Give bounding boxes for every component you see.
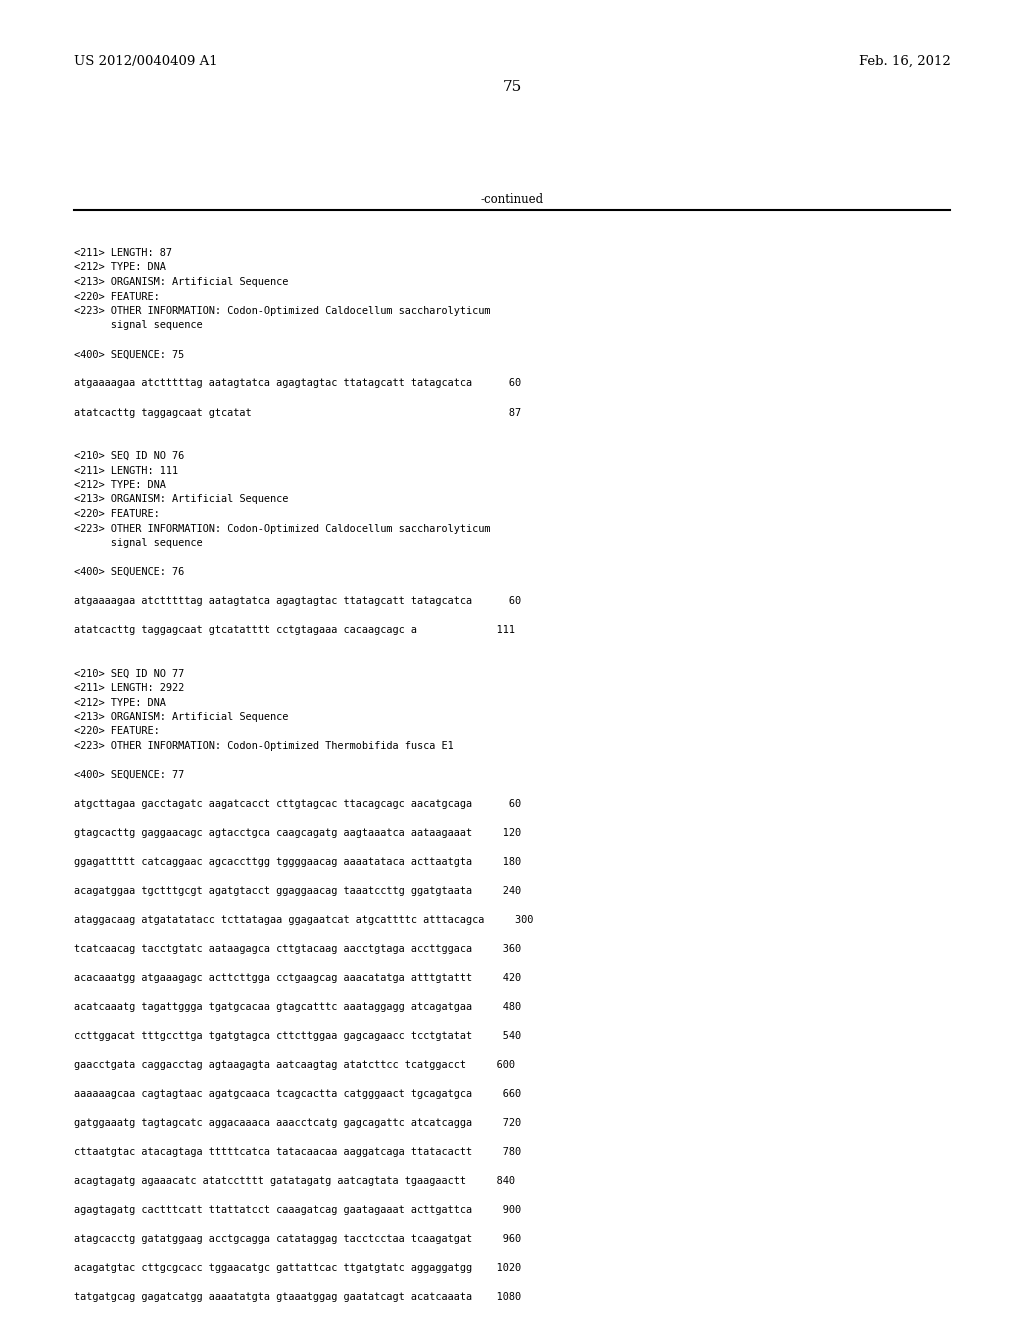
Text: <212> TYPE: DNA: <212> TYPE: DNA — [74, 697, 166, 708]
Text: signal sequence: signal sequence — [74, 321, 203, 330]
Text: <220> FEATURE:: <220> FEATURE: — [74, 292, 160, 301]
Text: <400> SEQUENCE: 75: <400> SEQUENCE: 75 — [74, 350, 184, 359]
Text: atatcacttg taggagcaat gtcatatttt cctgtagaaa cacaagcagc a             111: atatcacttg taggagcaat gtcatatttt cctgtag… — [74, 624, 515, 635]
Text: ccttggacat tttgccttga tgatgtagca cttcttggaa gagcagaacc tcctgtatat     540: ccttggacat tttgccttga tgatgtagca cttcttg… — [74, 1031, 521, 1041]
Text: <223> OTHER INFORMATION: Codon-Optimized Caldocellum saccharolyticum: <223> OTHER INFORMATION: Codon-Optimized… — [74, 524, 490, 533]
Text: gaacctgata caggacctag agtaagagta aatcaagtag atatcttcc tcatggacct     600: gaacctgata caggacctag agtaagagta aatcaag… — [74, 1060, 515, 1071]
Text: acagatgtac cttgcgcacc tggaacatgc gattattcac ttgatgtatc aggaggatgg    1020: acagatgtac cttgcgcacc tggaacatgc gattatt… — [74, 1263, 521, 1272]
Text: <211> LENGTH: 2922: <211> LENGTH: 2922 — [74, 682, 184, 693]
Text: <210> SEQ ID NO 76: <210> SEQ ID NO 76 — [74, 451, 184, 461]
Text: <212> TYPE: DNA: <212> TYPE: DNA — [74, 263, 166, 272]
Text: <211> LENGTH: 87: <211> LENGTH: 87 — [74, 248, 172, 257]
Text: aaaaaagcaa cagtagtaac agatgcaaca tcagcactta catgggaact tgcagatgca     660: aaaaaagcaa cagtagtaac agatgcaaca tcagcac… — [74, 1089, 521, 1100]
Text: <223> OTHER INFORMATION: Codon-Optimized Thermobifida fusca E1: <223> OTHER INFORMATION: Codon-Optimized… — [74, 741, 454, 751]
Text: <213> ORGANISM: Artificial Sequence: <213> ORGANISM: Artificial Sequence — [74, 277, 288, 286]
Text: atagcacctg gatatggaag acctgcagga catataggag tacctcctaa tcaagatgat     960: atagcacctg gatatggaag acctgcagga catatag… — [74, 1234, 521, 1243]
Text: Feb. 16, 2012: Feb. 16, 2012 — [858, 55, 950, 69]
Text: -continued: -continued — [480, 193, 544, 206]
Text: <211> LENGTH: 111: <211> LENGTH: 111 — [74, 466, 178, 475]
Text: atgaaaagaa atctttttag aatagtatca agagtagtac ttatagcatt tatagcatca      60: atgaaaagaa atctttttag aatagtatca agagtag… — [74, 379, 521, 388]
Text: <213> ORGANISM: Artificial Sequence: <213> ORGANISM: Artificial Sequence — [74, 495, 288, 504]
Text: gatggaaatg tagtagcatc aggacaaaca aaacctcatg gagcagattc atcatcagga     720: gatggaaatg tagtagcatc aggacaaaca aaacctc… — [74, 1118, 521, 1129]
Text: signal sequence: signal sequence — [74, 539, 203, 548]
Text: acagtagatg agaaacatc atatcctttt gatatagatg aatcagtata tgaagaactt     840: acagtagatg agaaacatc atatcctttt gatataga… — [74, 1176, 515, 1185]
Text: atatcacttg taggagcaat gtcatat                                          87: atatcacttg taggagcaat gtcatat 87 — [74, 408, 521, 417]
Text: <223> OTHER INFORMATION: Codon-Optimized Caldocellum saccharolyticum: <223> OTHER INFORMATION: Codon-Optimized… — [74, 306, 490, 315]
Text: gtagcacttg gaggaacagc agtacctgca caagcagatg aagtaaatca aataagaaat     120: gtagcacttg gaggaacagc agtacctgca caagcag… — [74, 828, 521, 838]
Text: ggagattttt catcaggaac agcaccttgg tggggaacag aaaatataca acttaatgta     180: ggagattttt catcaggaac agcaccttgg tggggaa… — [74, 857, 521, 867]
Text: acacaaatgg atgaaagagc acttcttgga cctgaagcag aaacatatga atttgtattt     420: acacaaatgg atgaaagagc acttcttgga cctgaag… — [74, 973, 521, 983]
Text: <400> SEQUENCE: 76: <400> SEQUENCE: 76 — [74, 568, 184, 577]
Text: <220> FEATURE:: <220> FEATURE: — [74, 510, 160, 519]
Text: US 2012/0040409 A1: US 2012/0040409 A1 — [74, 55, 217, 69]
Text: acatcaaatg tagattggga tgatgcacaa gtagcatttc aaataggagg atcagatgaa     480: acatcaaatg tagattggga tgatgcacaa gtagcat… — [74, 1002, 521, 1012]
Text: acagatggaa tgctttgcgt agatgtacct ggaggaacag taaatccttg ggatgtaata     240: acagatggaa tgctttgcgt agatgtacct ggaggaa… — [74, 886, 521, 896]
Text: atgaaaagaa atctttttag aatagtatca agagtagtac ttatagcatt tatagcatca      60: atgaaaagaa atctttttag aatagtatca agagtag… — [74, 597, 521, 606]
Text: <220> FEATURE:: <220> FEATURE: — [74, 726, 160, 737]
Text: tcatcaacag tacctgtatc aataagagca cttgtacaag aacctgtaga accttggaca     360: tcatcaacag tacctgtatc aataagagca cttgtac… — [74, 944, 521, 954]
Text: cttaatgtac atacagtaga tttttcatca tatacaacaa aaggatcaga ttatacactt     780: cttaatgtac atacagtaga tttttcatca tatacaa… — [74, 1147, 521, 1158]
Text: tatgatgcag gagatcatgg aaaatatgta gtaaatggag gaatatcagt acatcaaata    1080: tatgatgcag gagatcatgg aaaatatgta gtaaatg… — [74, 1292, 521, 1302]
Text: <212> TYPE: DNA: <212> TYPE: DNA — [74, 480, 166, 490]
Text: 75: 75 — [503, 81, 521, 94]
Text: atgcttagaa gacctagatc aagatcacct cttgtagcac ttacagcagc aacatgcaga      60: atgcttagaa gacctagatc aagatcacct cttgtag… — [74, 799, 521, 809]
Text: agagtagatg cactttcatt ttattatcct caaagatcag gaatagaaat acttgattca     900: agagtagatg cactttcatt ttattatcct caaagat… — [74, 1205, 521, 1214]
Text: <213> ORGANISM: Artificial Sequence: <213> ORGANISM: Artificial Sequence — [74, 711, 288, 722]
Text: <400> SEQUENCE: 77: <400> SEQUENCE: 77 — [74, 770, 184, 780]
Text: ataggacaag atgatatatacc tcttatagaa ggagaatcat atgcattttc atttacagca     300: ataggacaag atgatatatacc tcttatagaa ggaga… — [74, 915, 534, 925]
Text: <210> SEQ ID NO 77: <210> SEQ ID NO 77 — [74, 668, 184, 678]
